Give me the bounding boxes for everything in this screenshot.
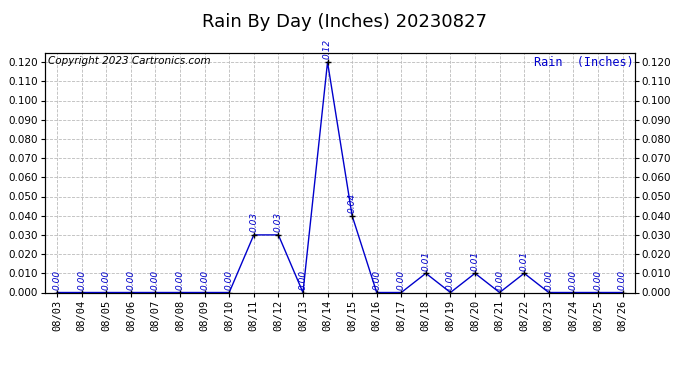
Text: 0.01: 0.01	[471, 251, 480, 270]
Text: Copyright 2023 Cartronics.com: Copyright 2023 Cartronics.com	[48, 56, 210, 66]
Text: 0.00: 0.00	[495, 270, 504, 290]
Text: 0.00: 0.00	[225, 270, 234, 290]
Text: 0.00: 0.00	[102, 270, 111, 290]
Text: Rain By Day (Inches) 20230827: Rain By Day (Inches) 20230827	[202, 13, 488, 31]
Text: 0.04: 0.04	[348, 193, 357, 213]
Text: 0.00: 0.00	[569, 270, 578, 290]
Text: 0.12: 0.12	[323, 39, 332, 59]
Text: 0.03: 0.03	[274, 212, 283, 232]
Text: 0.00: 0.00	[544, 270, 553, 290]
Text: 0.01: 0.01	[520, 251, 529, 270]
Text: 0.01: 0.01	[422, 251, 431, 270]
Text: 0.00: 0.00	[446, 270, 455, 290]
Text: 0.00: 0.00	[151, 270, 160, 290]
Text: 0.00: 0.00	[593, 270, 602, 290]
Text: 0.00: 0.00	[175, 270, 184, 290]
Text: 0.00: 0.00	[299, 270, 308, 290]
Text: Rain  (Inches): Rain (Inches)	[534, 56, 633, 69]
Text: 0.00: 0.00	[200, 270, 209, 290]
Text: 0.00: 0.00	[397, 270, 406, 290]
Text: 0.00: 0.00	[372, 270, 381, 290]
Text: 0.00: 0.00	[618, 270, 627, 290]
Text: 0.00: 0.00	[126, 270, 135, 290]
Text: 0.00: 0.00	[77, 270, 86, 290]
Text: 0.03: 0.03	[249, 212, 258, 232]
Text: 0.00: 0.00	[52, 270, 61, 290]
